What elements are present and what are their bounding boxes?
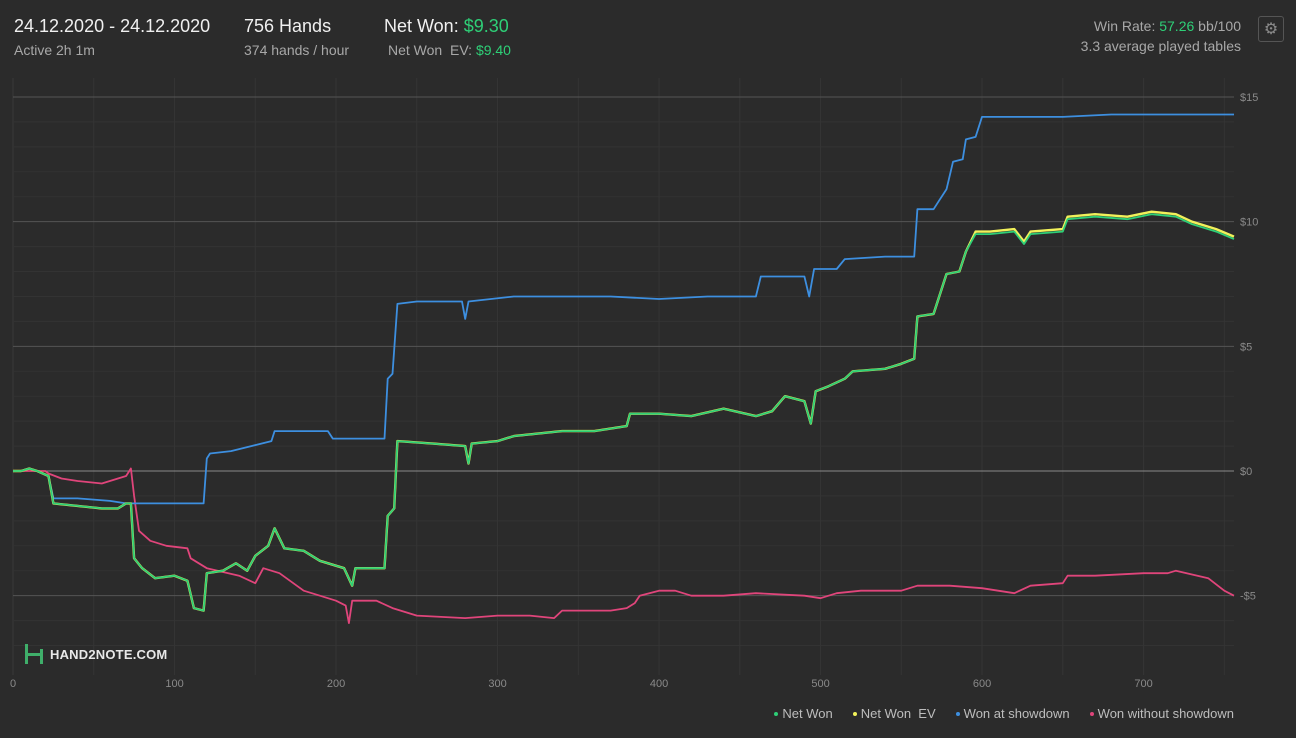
legend-label: Net Won EV	[860, 706, 936, 721]
y-tick-label: $5	[1240, 341, 1252, 353]
net-won-label: Net Won:	[384, 16, 459, 36]
legend-label: Net Won	[782, 706, 833, 721]
series-lines	[13, 113, 1235, 624]
net-won-ev-label: Net Won EV:	[388, 42, 473, 58]
x-tick-label: 200	[327, 678, 345, 690]
hands-count: 756 Hands	[244, 16, 332, 36]
legend-item-non-showdown[interactable]: Won without showdown	[1089, 706, 1234, 721]
y-tick-label: -$5	[1240, 591, 1256, 603]
series-line-won-without-showdown	[13, 467, 1235, 624]
chart-legend: Net Won Net Won EV Won at showdown Won w…	[774, 706, 1234, 721]
graph-chart: $15 $10 $5 $0 -$5 0 100 200 300 400 500 600 700	[10, 78, 1258, 690]
stats-header: 24.12.2020 - 24.12.2020 Active 2h 1m 756…	[0, 0, 1296, 70]
active-time: Active 2h 1m	[14, 42, 95, 58]
win-rate-unit: bb/100	[1198, 18, 1241, 34]
net-won-ev-value: $9.40	[475, 42, 511, 58]
legend-label: Won without showdown	[1097, 706, 1234, 721]
legend-dot	[955, 711, 960, 716]
net-won: Net Won: $9.30	[384, 16, 511, 37]
y-tick-label: $10	[1240, 217, 1258, 229]
x-tick-label: 400	[650, 678, 668, 690]
x-tick-label: 0	[10, 678, 16, 690]
net-won-value: $9.30	[463, 16, 509, 36]
x-tick-label: 700	[1134, 678, 1152, 690]
hands-per-hour: 374 hands / hour	[244, 42, 350, 58]
grid-lines	[12, 78, 1234, 675]
x-tick-label: 500	[811, 678, 829, 690]
hand2note-logo: HAND2NOTE.COM	[24, 643, 167, 665]
x-tick-label: 600	[973, 678, 991, 690]
legend-dot	[774, 711, 779, 716]
logo-text: HAND2NOTE.COM	[50, 646, 168, 662]
gear-icon[interactable]: ⚙	[1258, 16, 1284, 42]
legend-dot	[1089, 711, 1094, 716]
axis-ticks: $15 $10 $5 $0 -$5 0 100 200 300 400 500 600 700	[10, 92, 1258, 690]
avg-tables: 3.3 average played tables	[1080, 38, 1241, 54]
series-line-net-won	[13, 213, 1235, 612]
date-range: 24.12.2020 - 24.12.2020	[14, 16, 211, 36]
net-won-ev: Net Won EV: $9.40	[384, 42, 511, 58]
win-rate: Win Rate: 57.26 bb/100	[1081, 18, 1241, 34]
legend-item-net-won[interactable]: Net Won	[774, 706, 833, 721]
win-rate-label: Win Rate:	[1093, 18, 1156, 34]
legend-dot	[852, 711, 857, 716]
series-line-won-at-showdown	[13, 113, 1234, 505]
legend-item-net-won-ev[interactable]: Net Won EV	[852, 706, 936, 721]
x-tick-label: 300	[488, 678, 506, 690]
x-tick-label: 100	[165, 678, 183, 690]
win-rate-value: 57.26	[1159, 18, 1195, 34]
y-tick-label: $0	[1240, 466, 1252, 478]
y-tick-label: $15	[1240, 92, 1258, 104]
legend-label: Won at showdown	[963, 706, 1070, 721]
hand2note-logo-icon	[24, 643, 44, 665]
legend-item-showdown[interactable]: Won at showdown	[955, 706, 1070, 721]
